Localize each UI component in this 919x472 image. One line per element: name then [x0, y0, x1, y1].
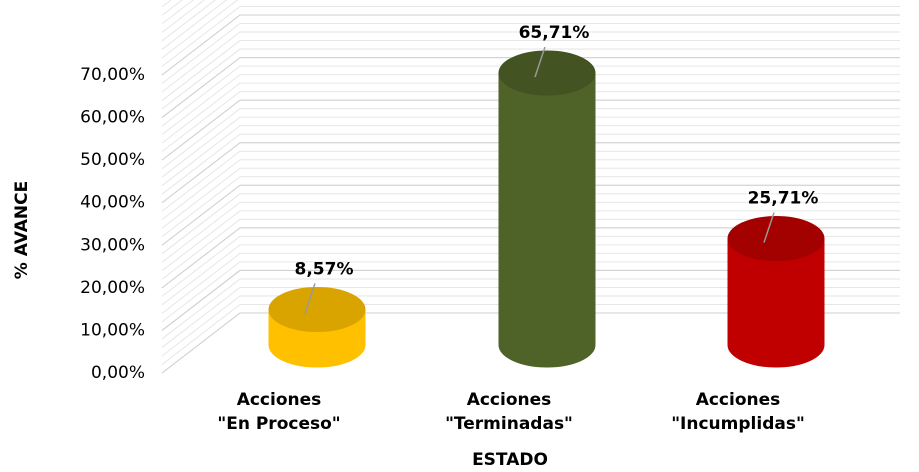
minor-grid-line [161, 244, 900, 306]
minor-grid-line [161, 176, 900, 238]
minor-grid-line [161, 40, 900, 101]
minor-grid-line [161, 5, 900, 67]
minor-grid-line [161, 0, 172, 8]
minor-grid-line [161, 0, 205, 33]
y-tick-label: 40,00% [80, 193, 145, 213]
bar-top [727, 216, 825, 262]
minor-grid-line [161, 150, 900, 212]
bar-top [498, 50, 596, 96]
minor-grid-line [161, 91, 900, 153]
grid-line [161, 227, 900, 289]
minor-grid-line [161, 218, 900, 280]
minor-grid-line [161, 210, 900, 272]
minor-grid-line [161, 116, 900, 178]
minor-grid-line [161, 286, 900, 348]
minor-grid-line [161, 65, 900, 127]
minor-grid-line [161, 48, 900, 110]
grid-line [161, 269, 900, 331]
bar-top [268, 287, 366, 333]
minor-grid-line [161, 261, 900, 323]
bar [498, 72, 596, 368]
x-tick-label: Acciones "Terminadas" [445, 390, 573, 434]
x-tick-label: Acciones "En Proceso" [217, 390, 340, 434]
minor-grid-line [161, 125, 900, 187]
leader-line [534, 46, 546, 78]
minor-grid-line [161, 82, 900, 144]
minor-grid-line [161, 31, 900, 93]
grid-line [161, 14, 900, 76]
data-label: 25,71% [748, 189, 819, 209]
minor-grid-line [161, 0, 194, 25]
grid-line [161, 312, 900, 374]
minor-grid-line [161, 0, 228, 50]
y-tick-label: 60,00% [80, 108, 145, 128]
minor-grid-line [161, 0, 239, 59]
y-tick-label: 20,00% [80, 278, 145, 298]
minor-grid-line [161, 167, 900, 229]
minor-grid-line [161, 0, 183, 16]
minor-grid-line [161, 133, 900, 195]
leader-line [304, 283, 316, 314]
y-tick-label: 70,00% [80, 65, 145, 85]
minor-grid-line [161, 193, 900, 255]
minor-grid-line [161, 278, 900, 340]
y-axis-label: % AVANCE [12, 181, 32, 279]
data-label: 65,71% [519, 23, 590, 43]
grid-line [161, 99, 900, 161]
minor-grid-line [161, 74, 900, 135]
data-label: 8,57% [295, 260, 354, 280]
minor-grid-line [161, 295, 900, 357]
y-tick-label: 10,00% [80, 320, 145, 340]
minor-grid-line [161, 108, 900, 170]
y-tick-label: 30,00% [80, 235, 145, 255]
minor-grid-line [161, 235, 900, 297]
x-tick-label: Acciones "Incumplidas" [671, 390, 805, 434]
minor-grid-line [161, 159, 900, 221]
minor-grid-line [161, 303, 900, 365]
grid-line [161, 142, 900, 204]
y-tick-label: 0,00% [91, 363, 145, 383]
minor-grid-line [161, 252, 900, 314]
minor-grid-line [161, 201, 900, 263]
grid-line [161, 184, 900, 246]
x-axis-label: ESTADO [472, 450, 548, 470]
y-tick-label: 50,00% [80, 150, 145, 170]
minor-grid-line [161, 0, 217, 42]
bar [727, 238, 825, 368]
minor-grid-line [161, 23, 900, 84]
grid-line [161, 57, 900, 118]
leader-line [763, 212, 775, 243]
